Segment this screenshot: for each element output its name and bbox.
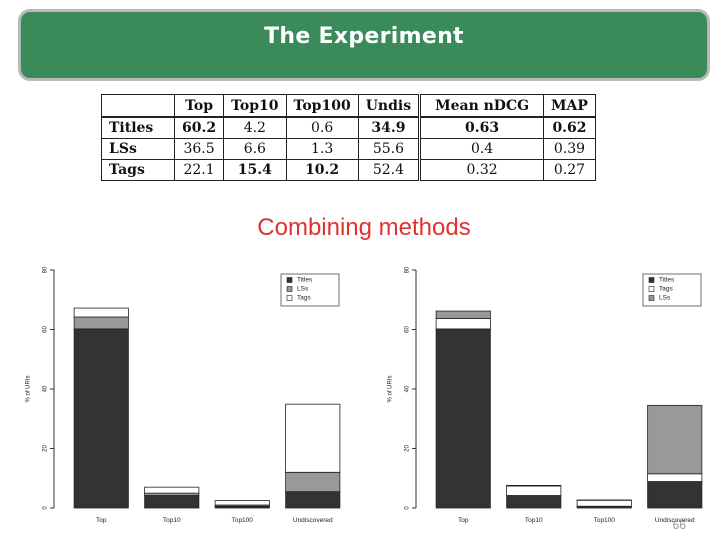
x-tick-label: Top <box>458 517 469 524</box>
bar-segment-titles <box>647 481 703 509</box>
table-header-cell: Top10 <box>223 94 287 118</box>
y-axis-label: % of URIs <box>388 375 394 402</box>
table-cell: 0.62 <box>543 116 596 139</box>
legend-label: Titles <box>297 277 313 284</box>
x-tick-label: Top100 <box>232 517 254 524</box>
bar-segment-lss <box>73 316 129 330</box>
chart-left: 0 20 40 60 80 % of URIs Top Top10 Top100 Undiscov… <box>26 266 341 524</box>
y-axis-label: % of URIs <box>26 375 32 402</box>
bar-segment-tags <box>214 500 270 506</box>
table-cell: 36.5 <box>173 138 225 160</box>
legend-label: Tags <box>659 286 673 293</box>
bar-segment-lss <box>285 471 341 493</box>
table-header-cell <box>101 94 175 118</box>
bar-segment-lss <box>506 484 562 487</box>
y-tick-label: 80 <box>43 266 49 273</box>
y-tick-label: 40 <box>43 385 49 392</box>
table-cell: 60.2 <box>173 116 225 139</box>
table-cell: 15.4 <box>223 159 287 181</box>
bar-segment-titles <box>285 491 341 509</box>
table-row: LSs 36.5 6.6 1.3 55.6 0.4 0.39 <box>101 138 596 160</box>
table-cell: 0.63 <box>418 116 545 139</box>
y-tick-label: 60 <box>405 326 411 333</box>
table-cell: 0.39 <box>543 138 596 160</box>
table-row-label: Titles <box>101 116 175 139</box>
y-tick-label: 80 <box>405 266 411 273</box>
table-header-cell: Undis <box>357 94 421 118</box>
y-tick-label: 0 <box>43 506 49 510</box>
legend-swatch <box>286 277 293 283</box>
table-cell: 55.6 <box>357 138 421 160</box>
bar-segment-tags <box>506 485 562 496</box>
slide-title: The Experiment <box>264 24 464 49</box>
table-cell: 34.9 <box>357 116 421 139</box>
legend-swatch <box>648 277 655 283</box>
x-tick-label: Top10 <box>163 517 181 524</box>
bar-segment-titles <box>435 328 491 509</box>
bar-segment-tags <box>576 499 632 507</box>
table-cell: 22.1 <box>173 159 225 181</box>
legend-label: LSs <box>659 295 671 302</box>
slide-header: The Experiment <box>18 9 710 81</box>
legend-label: Tags <box>297 295 311 302</box>
bar-segment-tags <box>144 486 200 494</box>
x-tick-label: Undiscovered <box>655 517 695 524</box>
bar-segment-tags <box>435 318 491 330</box>
bar-segment-lss <box>435 310 491 319</box>
legend-swatch <box>648 295 655 301</box>
table-cell: 4.2 <box>223 116 287 139</box>
x-tick-label: Top <box>96 517 107 524</box>
table-cell: 0.6 <box>285 116 359 139</box>
table-cell: 0.27 <box>543 159 596 181</box>
table-cell: 0.4 <box>418 138 545 160</box>
table-row-label: Tags <box>101 159 175 181</box>
table-header-cell: Top100 <box>285 94 359 118</box>
x-tick-label: Top100 <box>594 517 616 524</box>
bar-segment-tags <box>647 473 703 482</box>
legend-swatch <box>648 286 655 292</box>
x-tick-label: Undiscovered <box>293 517 333 524</box>
table-header-cell: MAP <box>543 94 596 118</box>
table-cell: 1.3 <box>285 138 359 160</box>
table-row-label: LSs <box>101 138 175 160</box>
y-tick-label: 20 <box>405 445 411 452</box>
bar-segment-titles <box>73 328 129 509</box>
bar-segment-titles <box>144 495 200 509</box>
table-header-row: Top Top10 Top100 Undis Mean nDCG MAP <box>101 94 596 118</box>
x-tick-label: Top10 <box>525 517 543 524</box>
legend-swatch <box>286 286 293 292</box>
legend-label: LSs <box>297 286 309 293</box>
table-header-cell: Top <box>173 94 225 118</box>
chart-right: 0 20 40 60 80 % of URIs Top Top10 Top100 Undiscov… <box>388 266 703 524</box>
y-tick-label: 60 <box>43 326 49 333</box>
results-table: Top Top10 Top100 Undis Mean nDCG MAP Tit… <box>101 94 596 181</box>
y-tick-label: 0 <box>405 506 411 510</box>
legend-label: Titles <box>659 277 675 284</box>
bar-segment-titles <box>506 495 562 509</box>
y-tick-label: 40 <box>405 385 411 392</box>
bar-segment-tags <box>73 307 129 318</box>
table-row: Titles 60.2 4.2 0.6 34.9 0.63 0.62 <box>101 116 596 139</box>
bar-segment-tags <box>285 403 341 473</box>
y-tick-label: 20 <box>43 445 49 452</box>
legend-swatch <box>286 295 293 301</box>
bar-segment-lss <box>647 404 703 475</box>
table-cell: 52.4 <box>357 159 421 181</box>
table-cell: 6.6 <box>223 138 287 160</box>
table-row: Tags 22.1 15.4 10.2 52.4 0.32 0.27 <box>101 159 596 181</box>
table-header-cell: Mean nDCG <box>418 94 545 118</box>
page-number: 66 <box>672 518 686 532</box>
table-cell: 10.2 <box>285 159 359 181</box>
slide-subtitle: Combining methods <box>257 214 471 241</box>
table-cell: 0.32 <box>418 159 545 181</box>
